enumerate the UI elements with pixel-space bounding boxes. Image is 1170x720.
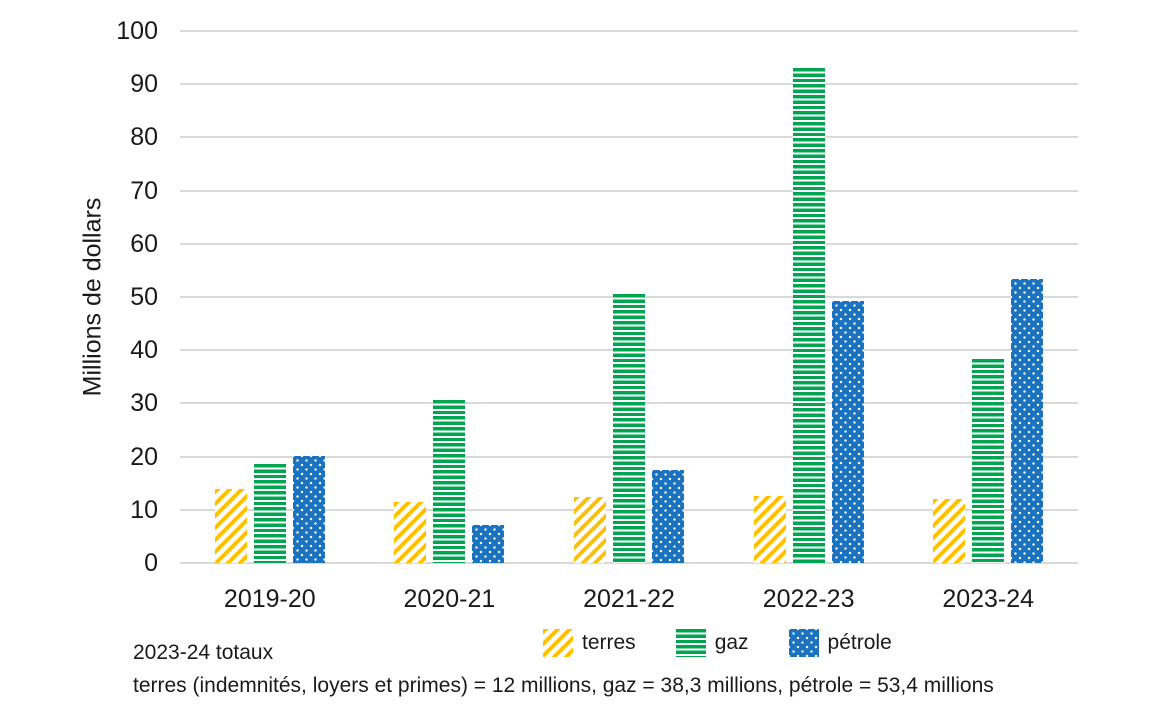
bar-group-2023-24 — [933, 278, 1044, 563]
y-tick-label: 20 — [130, 442, 158, 471]
bar-pétrole-2020-21 — [472, 525, 505, 563]
y-tick-label: 50 — [130, 283, 158, 311]
bar-terres-2021-22 — [574, 497, 606, 563]
legend-item-gaz: gaz — [675, 628, 749, 658]
bar-pétrole-2019-20 — [292, 455, 325, 563]
bar-gaz-2022-23 — [792, 68, 825, 563]
y-tick-label: 40 — [130, 336, 158, 365]
gridline — [180, 189, 1078, 192]
bar-pétrole-2021-22 — [652, 469, 684, 563]
footnote-totals: terres (indemnités, loyers et primes) = … — [133, 674, 994, 697]
y-tick-label: 10 — [130, 495, 158, 524]
legend: terres gaz pétrole — [543, 628, 892, 658]
bar-group-2022-23 — [753, 68, 864, 563]
bar-pétrole-2022-23 — [831, 300, 864, 563]
x-tick-label: 2023-24 — [942, 585, 1035, 613]
petrole-swatch-icon — [788, 629, 819, 657]
x-tick-label: 2020-21 — [403, 585, 496, 613]
x-tick-label: 2019-20 — [223, 585, 316, 613]
legend-label-gaz: gaz — [714, 631, 749, 654]
y-tick-label: 0 — [144, 549, 158, 577]
y-tick-label: 60 — [130, 229, 158, 258]
plot-area — [180, 30, 1078, 564]
bar-group-2019-20 — [214, 455, 325, 563]
y-tick-label: 100 — [116, 17, 158, 45]
y-tick-label: 70 — [130, 176, 158, 205]
gridline — [180, 242, 1078, 245]
y-tick-label: 80 — [130, 123, 158, 152]
legend-item-petrole: pétrole — [788, 628, 892, 658]
bar-gaz-2021-22 — [613, 293, 645, 563]
bar-terres-2019-20 — [214, 489, 247, 563]
bar-group-2021-22 — [574, 293, 684, 563]
gridline — [180, 136, 1078, 139]
x-tick-label: 2022-23 — [762, 585, 855, 613]
gridline — [180, 83, 1078, 86]
legend-item-terres: terres — [543, 628, 636, 658]
bar-terres-2022-23 — [753, 495, 786, 563]
y-tick-label: 90 — [130, 70, 158, 99]
legend-label-petrole: pétrole — [827, 631, 892, 654]
footnote-title: 2023-24 totaux — [133, 641, 274, 664]
legend-label-terres: terres — [582, 631, 636, 654]
bar-terres-2023-24 — [933, 499, 966, 563]
bar-terres-2020-21 — [394, 501, 427, 563]
bar-pétrole-2023-24 — [1011, 278, 1044, 563]
x-tick-label: 2021-22 — [583, 585, 675, 613]
y-tick-label: 30 — [130, 389, 158, 418]
terres-swatch-icon — [543, 629, 573, 657]
gridline — [180, 30, 1078, 32]
gridline — [180, 562, 1078, 564]
bar-group-2020-21 — [394, 400, 505, 563]
bar-gaz-2023-24 — [972, 359, 1005, 563]
bar-gaz-2020-21 — [433, 400, 466, 563]
bar-gaz-2019-20 — [253, 464, 286, 563]
gaz-swatch-icon — [675, 629, 706, 657]
